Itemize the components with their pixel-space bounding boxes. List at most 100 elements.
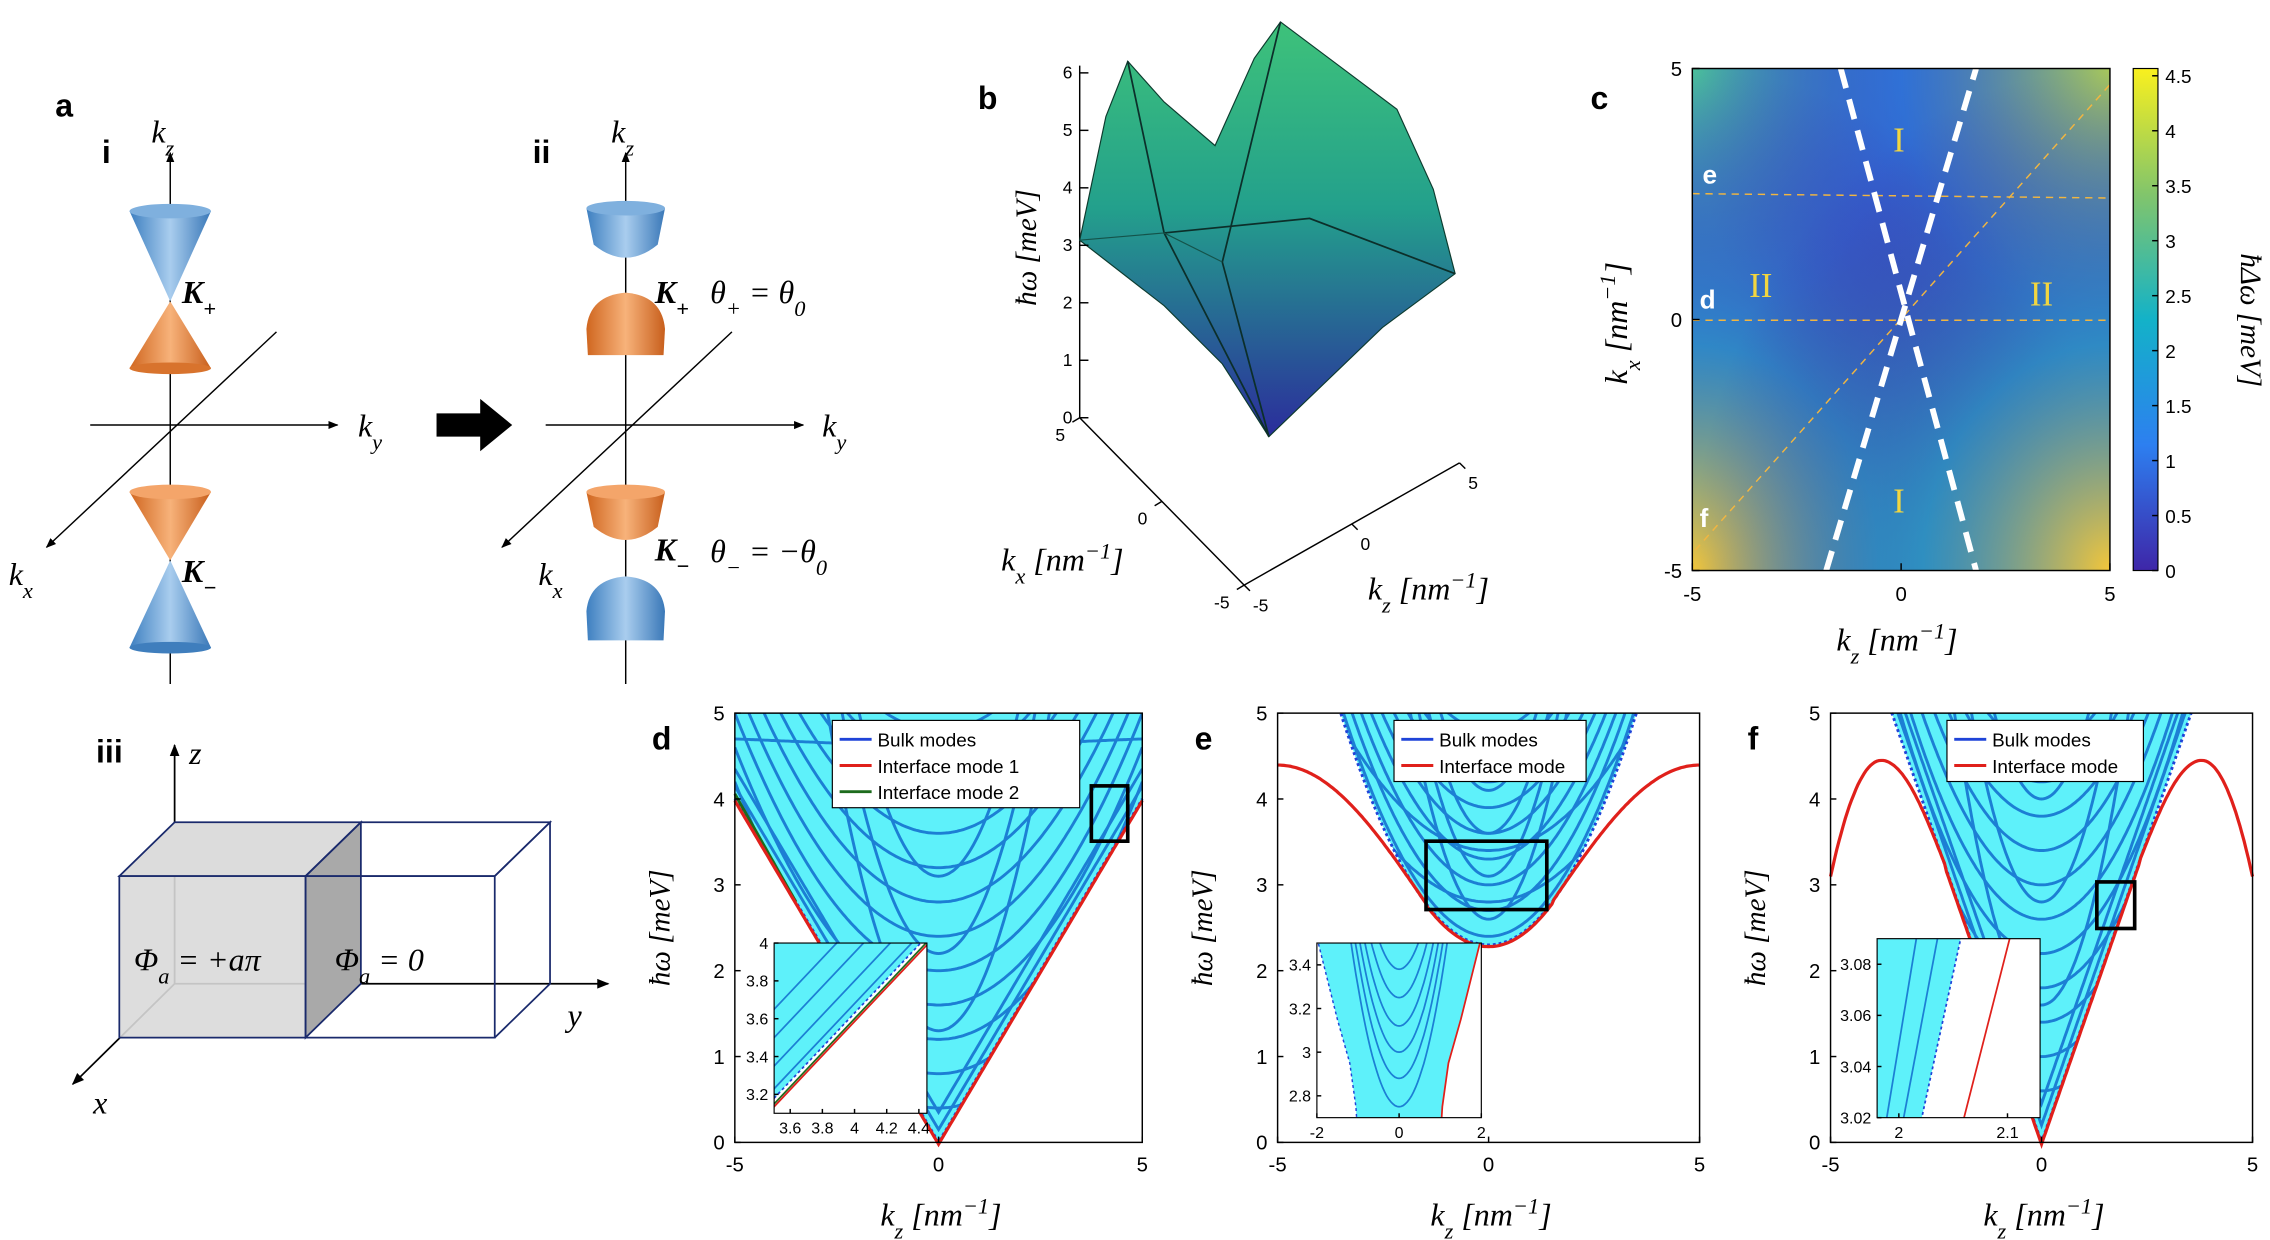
legend-label: Bulk modes: [877, 731, 976, 752]
text-part: z: [894, 1218, 904, 1240]
text-part: −: [726, 554, 741, 579]
tick-label: 2: [1256, 961, 1267, 983]
axis-label: y: [565, 997, 583, 1033]
equation: Φa = 0: [335, 942, 424, 989]
bulk-line: [734, 785, 1143, 1133]
text-part: K: [654, 531, 679, 567]
tick-label: 5: [1694, 1154, 1705, 1176]
text-part: x: [552, 578, 563, 603]
inset-region: [1877, 938, 1961, 1118]
tick-label: 5: [713, 703, 724, 725]
axis-label: kx [nm−1]: [1594, 262, 1644, 384]
text-part: +: [676, 295, 689, 320]
axis-label: kz [nm−1]: [1430, 1193, 1551, 1240]
text-part: −1: [2066, 1193, 2092, 1218]
bulk-line: [1830, 713, 2253, 1007]
text-part: −: [676, 553, 690, 578]
text-part: x: [1014, 563, 1025, 588]
tick-label: 0: [1138, 509, 1148, 529]
panel-label: e: [1195, 721, 1213, 757]
text-part: k: [9, 556, 24, 592]
text-part: +: [726, 295, 741, 320]
tick: [1236, 584, 1245, 591]
text-part: = 0: [370, 942, 424, 978]
legend: [1946, 719, 2144, 783]
text-part: k: [1368, 571, 1383, 607]
bulk-line: [734, 746, 1143, 1007]
region-label: I: [1893, 481, 1905, 520]
tick-label: 3.04: [1840, 1059, 1871, 1076]
text-part: [nm: [1025, 542, 1085, 578]
bulk-line: [734, 713, 1143, 938]
tick-label: -5: [1253, 595, 1269, 615]
axis-label: ħω [meV]: [1187, 869, 1219, 986]
tick-label: 5: [2247, 1154, 2258, 1176]
text-part: −1: [1450, 567, 1476, 592]
inset-line: [774, 943, 838, 1011]
text-part: ]: [1538, 1196, 1551, 1232]
tick-label: 4: [1063, 178, 1073, 198]
equation: θ− = −θ0: [710, 533, 827, 580]
text-part: ]: [1944, 622, 1957, 658]
interface-line: [1277, 763, 1700, 949]
text-part: y: [834, 429, 846, 454]
tick-label: -5: [1683, 584, 1701, 606]
tick-label: 0: [933, 1154, 944, 1176]
text-part: ]: [2091, 1196, 2104, 1232]
tick-label: -5: [726, 1154, 744, 1176]
axis-label: kz: [151, 114, 174, 161]
text-part: Φ: [134, 942, 158, 978]
tick-label: 3.6: [746, 1012, 768, 1029]
tick-label: 0: [1256, 1133, 1267, 1155]
text-part: k: [880, 1196, 895, 1232]
bulk-line: [1830, 713, 2253, 818]
interface-line: [733, 799, 1144, 1148]
text-part: = +aπ: [169, 942, 261, 978]
text-part: −1: [1513, 1193, 1539, 1218]
text-part: k: [1836, 622, 1851, 658]
panel-label: b: [978, 80, 998, 116]
tick-label: 3: [2165, 232, 2176, 253]
inset-line: [1317, 943, 1358, 1118]
axis-label: kz [nm−1]: [1368, 567, 1489, 617]
bulk-line: [734, 713, 1143, 973]
tick-label: 0: [1895, 584, 1906, 606]
inset-content: [1877, 938, 2011, 1118]
text-part: −1: [1085, 538, 1111, 563]
tick-label: 4: [1256, 789, 1267, 811]
tick-label: 2: [1809, 961, 1820, 983]
text-part: −1: [1919, 618, 1945, 643]
tick-label: 0: [2165, 562, 2176, 583]
tick-label: 1: [2165, 452, 2176, 473]
text-part: k: [822, 408, 837, 444]
tick-label: 0: [1063, 408, 1073, 428]
inset-content: [774, 943, 927, 1108]
text-part: [nm: [1859, 622, 1919, 658]
inset-line: [1359, 943, 1440, 1054]
colorbar-label: ħΔω [meV]: [2234, 253, 2266, 387]
tick: [1458, 462, 1466, 470]
tick-label: 0: [1395, 1125, 1404, 1142]
legend-label: Interface mode: [1992, 757, 2118, 778]
panel-label: c: [1590, 80, 1608, 116]
tick-label: 4.2: [876, 1121, 898, 1138]
inset-line: [774, 943, 922, 1100]
inset-line: [774, 943, 865, 1039]
tick-label: 2: [713, 961, 724, 983]
bulk-region: [1277, 713, 1700, 945]
tick-label: 3.4: [746, 1049, 768, 1066]
bulk-line: [1830, 713, 2253, 955]
tick: [1243, 584, 1251, 592]
legend: [831, 719, 1081, 809]
axis-label: kx: [9, 556, 33, 602]
bulk-line: [1830, 713, 2253, 1109]
tick-label: 3: [713, 875, 724, 897]
zoom-box: [1424, 839, 1549, 912]
region-label: II: [1749, 266, 1772, 305]
inset-line: [774, 943, 927, 1106]
tick-label: 4: [713, 789, 724, 811]
tick-label: 1: [1256, 1047, 1267, 1069]
text-part: [nm: [903, 1196, 963, 1232]
legend-label: Bulk modes: [1992, 731, 2091, 752]
tick-label: 2: [1477, 1125, 1486, 1142]
